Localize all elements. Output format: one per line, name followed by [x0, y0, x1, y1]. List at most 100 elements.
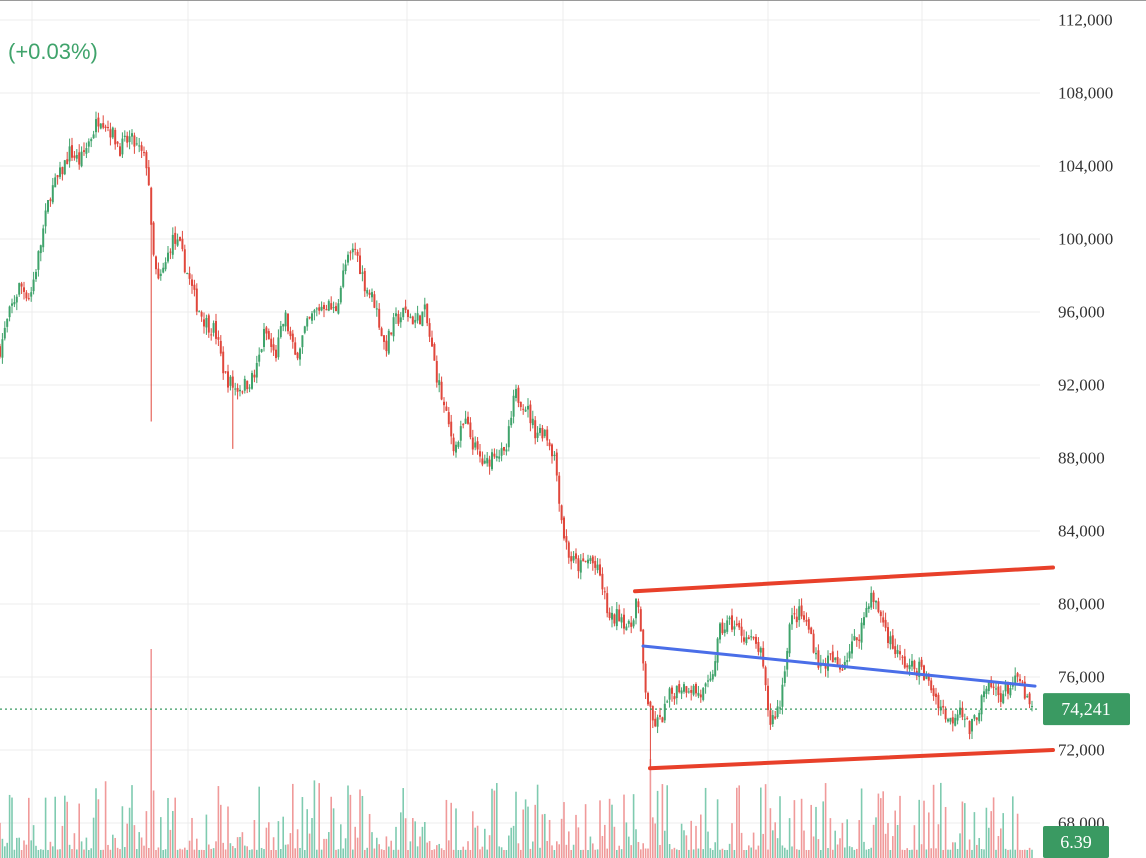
- candle-body: [577, 558, 580, 572]
- candle-body: [294, 342, 297, 355]
- volume-bar: [635, 829, 637, 858]
- volume-bar: [181, 849, 184, 858]
- volume-bar: [860, 788, 863, 858]
- trendline-channel[interactable]: [633, 565, 1055, 594]
- candle-body: [39, 245, 42, 254]
- volume-bar: [764, 784, 767, 858]
- volume-bar: [683, 830, 685, 858]
- candle-body: [0, 346, 1, 357]
- volume-bar: [793, 800, 796, 858]
- candle-body: [272, 344, 275, 351]
- candle-body: [841, 669, 844, 671]
- candle-body: [606, 593, 609, 614]
- candle-body: [503, 446, 505, 451]
- volume-bar: [150, 649, 152, 858]
- volume-bar: [388, 846, 390, 858]
- volume-bar: [870, 847, 872, 858]
- volume-bar: [906, 848, 908, 858]
- volume-bar: [88, 849, 90, 858]
- candle-body: [510, 417, 513, 426]
- volume-bar: [983, 849, 985, 858]
- candle-body: [99, 123, 102, 129]
- volume-bar: [949, 849, 952, 858]
- candle-body: [162, 267, 165, 273]
- volume-bar: [848, 846, 851, 858]
- volume-bar: [431, 849, 433, 858]
- candle-body: [270, 338, 273, 347]
- volume-bar: [611, 804, 613, 858]
- volume-bar: [952, 842, 954, 858]
- volume-bar: [829, 818, 832, 858]
- candle-body: [459, 426, 462, 441]
- volume-bar: [817, 839, 820, 858]
- candle-body: [6, 318, 9, 327]
- candle-body: [44, 210, 47, 227]
- candle-body: [296, 352, 299, 359]
- volume-bar: [844, 847, 846, 858]
- candle-body: [575, 553, 577, 559]
- volume-bar: [731, 823, 733, 858]
- candle-body: [903, 656, 906, 668]
- volume-bar: [160, 817, 162, 858]
- volume-bar: [179, 848, 181, 858]
- volume-bar: [925, 849, 928, 858]
- volume-bar: [712, 849, 714, 858]
- volume-bar: [330, 796, 332, 858]
- volume-bar: [527, 806, 529, 858]
- volume-bar: [1016, 813, 1019, 858]
- volume-bar: [13, 849, 16, 858]
- volume-bar: [805, 849, 808, 858]
- candle-body: [267, 331, 270, 340]
- candle-body: [747, 637, 750, 640]
- volume-bar: [174, 797, 176, 858]
- candle-body: [872, 592, 875, 603]
- trendline-channel[interactable]: [648, 748, 1055, 771]
- candle-body: [807, 619, 810, 630]
- candle-body: [128, 136, 131, 142]
- candle-body: [323, 304, 325, 309]
- volume-bar: [428, 841, 431, 858]
- candle-body: [92, 134, 95, 139]
- candle-body: [788, 624, 791, 654]
- volume-bar: [1004, 848, 1007, 858]
- volume-bar: [625, 822, 628, 858]
- volume-bar: [637, 841, 640, 858]
- candle-body: [651, 706, 654, 721]
- volume-bar: [973, 812, 976, 858]
- volume-bar: [942, 849, 944, 858]
- volume-bar: [373, 848, 376, 858]
- candle-body: [11, 303, 13, 306]
- candle-body: [711, 674, 714, 680]
- volume-bar: [138, 832, 140, 858]
- volume-bar: [918, 799, 920, 858]
- volume-bar: [464, 849, 467, 858]
- volume-bar: [73, 833, 76, 858]
- volume-bar: [121, 806, 124, 858]
- trendline-mid[interactable]: [641, 644, 1037, 688]
- volume-bar: [508, 835, 510, 858]
- volume-bar: [532, 841, 534, 858]
- candle-body: [212, 323, 215, 333]
- volume-bar: [277, 821, 280, 858]
- volume-bar: [481, 846, 484, 858]
- volume-bar: [407, 850, 409, 858]
- candle-body: [985, 688, 988, 694]
- candle-body: [863, 617, 865, 626]
- candle-body: [498, 456, 501, 459]
- volume-bar: [217, 786, 220, 858]
- candle-body: [647, 693, 649, 705]
- candle-body: [683, 684, 685, 692]
- volume-bar: [913, 825, 916, 858]
- candle-body: [234, 388, 237, 390]
- candle-body: [3, 327, 6, 339]
- candle-body: [351, 248, 354, 253]
- candle-body: [987, 680, 990, 691]
- candle-body: [663, 703, 666, 721]
- candle-body: [791, 615, 793, 625]
- volume-bar: [200, 849, 203, 858]
- volume-bar: [102, 849, 104, 858]
- candle-body: [83, 150, 85, 152]
- volume-bar: [882, 791, 884, 858]
- volume-bar: [786, 849, 788, 858]
